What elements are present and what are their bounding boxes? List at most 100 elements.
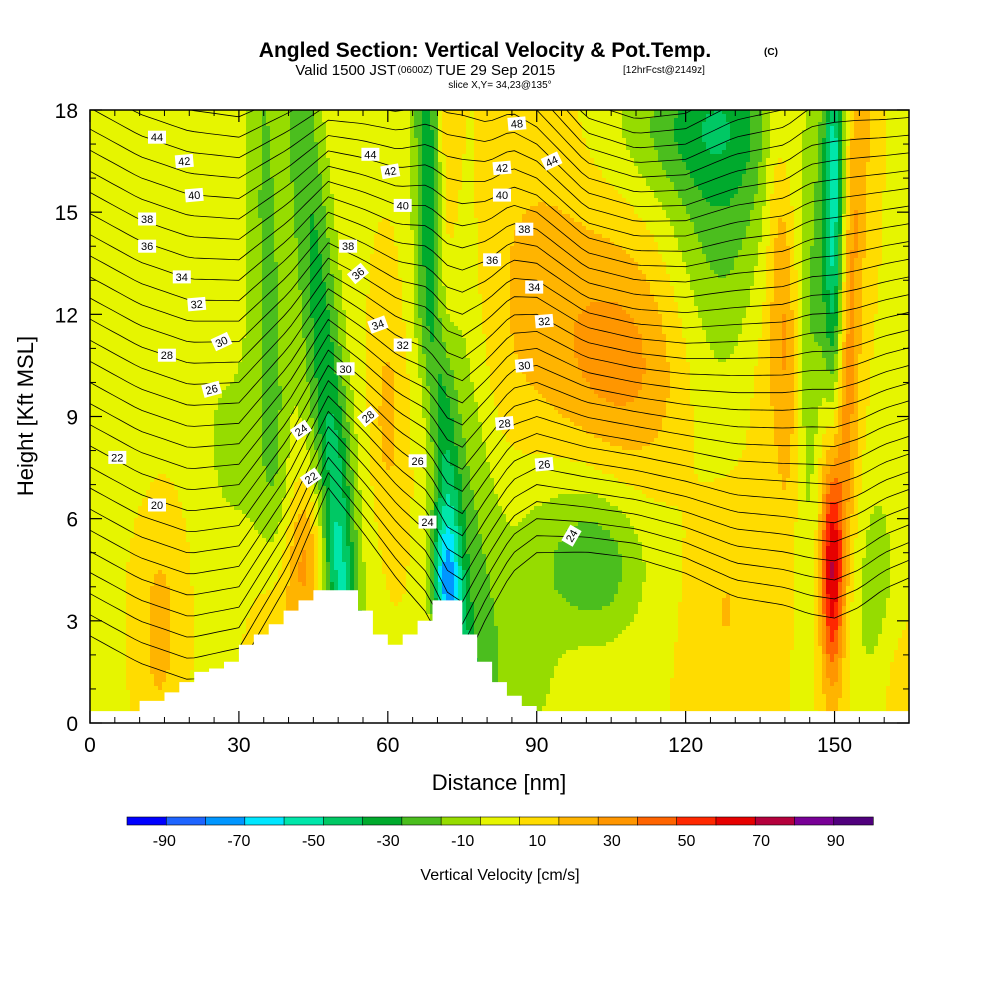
heat-cell <box>482 154 487 159</box>
heat-cell <box>198 162 203 167</box>
heat-cell <box>350 114 355 119</box>
heat-cell <box>470 174 475 179</box>
heat-cell <box>566 130 571 135</box>
heat-cell <box>766 134 771 139</box>
heat-cell <box>606 114 611 119</box>
heat-cell <box>194 118 199 123</box>
heat-cell <box>222 150 227 155</box>
heat-cell <box>186 146 191 151</box>
heat-cell <box>262 138 267 143</box>
heat-cell <box>902 122 907 127</box>
heat-cell <box>674 178 679 183</box>
heat-cell <box>602 170 607 175</box>
heat-cell <box>434 162 439 167</box>
heat-cell <box>434 154 439 159</box>
heat-cell <box>310 178 315 183</box>
heat-cell <box>130 166 135 171</box>
heat-cell <box>162 158 167 163</box>
heat-cell <box>726 158 731 163</box>
heat-cell <box>818 174 823 179</box>
heat-cell <box>374 118 379 123</box>
heat-cell <box>142 150 147 155</box>
heat-cell <box>306 122 311 127</box>
heat-cell <box>218 170 223 175</box>
heat-cell <box>306 162 311 167</box>
heat-cell <box>266 174 271 179</box>
heat-cell <box>226 170 231 175</box>
heat-cell <box>762 118 767 123</box>
heat-cell <box>490 142 495 147</box>
heat-cell <box>734 162 739 167</box>
heat-cell <box>218 142 223 147</box>
heat-cell <box>830 154 835 159</box>
heat-cell <box>582 138 587 143</box>
heat-cell <box>786 134 791 139</box>
heat-cell <box>810 146 815 151</box>
heat-cell <box>302 158 307 163</box>
heat-cell <box>110 122 115 127</box>
heat-cell <box>854 158 859 163</box>
heat-cell <box>202 162 207 167</box>
heat-cell <box>658 126 663 131</box>
heat-cell <box>486 142 491 147</box>
heat-cell <box>806 142 811 147</box>
heat-cell <box>682 162 687 167</box>
heat-cell <box>130 182 135 187</box>
heat-cell <box>418 114 423 119</box>
heat-cell <box>766 158 771 163</box>
heat-cell <box>566 118 571 123</box>
heat-cell <box>218 122 223 127</box>
heat-cell <box>270 134 275 139</box>
heat-cell <box>194 166 199 171</box>
heat-cell <box>414 134 419 139</box>
heat-cell <box>386 138 391 143</box>
heat-cell <box>118 170 123 175</box>
heat-cell <box>622 134 627 139</box>
heat-cell <box>118 150 123 155</box>
heat-cell <box>650 182 655 187</box>
heat-cell <box>442 142 447 147</box>
heat-cell <box>806 130 811 135</box>
heat-cell <box>102 166 107 171</box>
heat-cell <box>410 158 415 163</box>
heat-cell <box>278 126 283 131</box>
heat-cell <box>890 150 895 155</box>
heat-cell <box>458 130 463 135</box>
heat-cell <box>794 130 799 135</box>
heat-cell <box>634 122 639 127</box>
heat-cell <box>770 114 775 119</box>
heat-cell <box>518 178 523 183</box>
heat-cell <box>206 182 211 187</box>
heat-cell <box>226 158 231 163</box>
heat-cell <box>746 154 751 159</box>
heat-cell <box>222 142 227 147</box>
heat-cell <box>846 122 851 127</box>
heat-cell <box>634 130 639 135</box>
heat-cell <box>722 178 727 183</box>
heat-cell <box>658 122 663 127</box>
heat-cell <box>202 178 207 183</box>
heat-cell <box>162 178 167 183</box>
heat-cell <box>210 166 215 171</box>
heat-cell <box>318 178 323 183</box>
heat-cell <box>810 138 815 143</box>
heat-cell <box>826 170 831 175</box>
heat-cell <box>826 162 831 167</box>
heat-cell <box>758 126 763 131</box>
heat-cell <box>582 166 587 171</box>
heat-cell <box>522 150 527 155</box>
heat-cell <box>630 122 635 127</box>
heat-cell <box>182 142 187 147</box>
heat-cell <box>286 122 291 127</box>
heat-cell <box>578 134 583 139</box>
heat-cell <box>702 122 707 127</box>
heat-cell <box>410 154 415 159</box>
heat-cell <box>294 170 299 175</box>
heat-cell <box>818 138 823 143</box>
heat-cell <box>642 174 647 179</box>
heat-cell <box>306 142 311 147</box>
heat-cell <box>702 162 707 167</box>
heat-cell <box>334 178 339 183</box>
heat-cell <box>318 114 323 119</box>
heat-cell <box>614 114 619 119</box>
